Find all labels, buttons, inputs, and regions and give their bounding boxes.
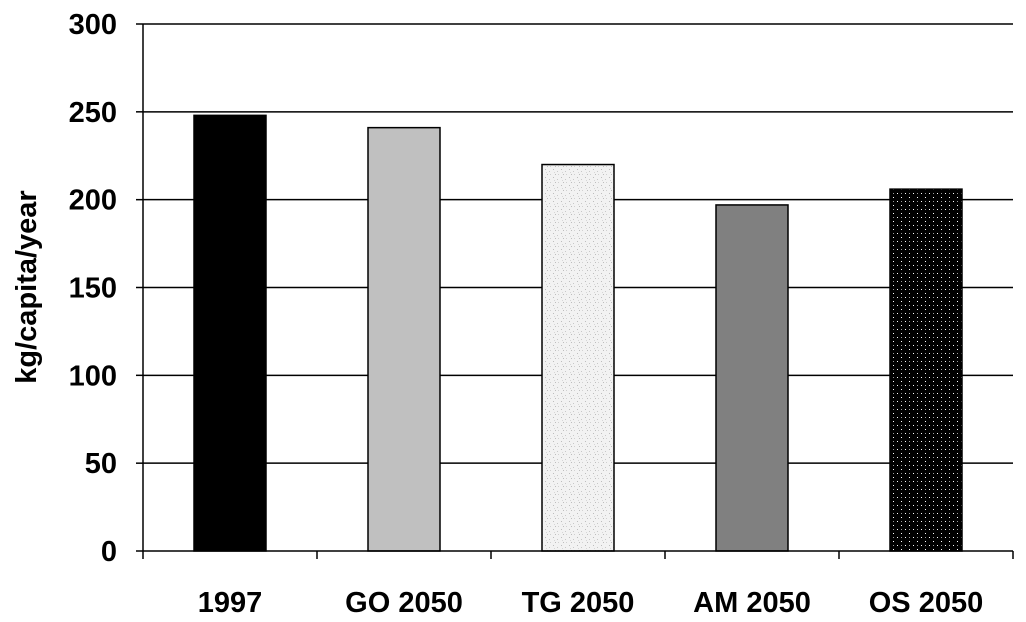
bars	[193, 114, 963, 552]
x-tick-label: OS 2050	[869, 587, 983, 619]
bar-am-2050	[715, 204, 789, 552]
axes	[136, 23, 1014, 559]
x-tick-label: GO 2050	[345, 587, 463, 619]
y-tick-label: 50	[85, 448, 117, 480]
y-tick-label: 100	[69, 360, 117, 392]
bar-tg-2050	[541, 163, 615, 552]
y-axis-title: kg/capita/year	[11, 190, 43, 383]
y-tick-labels: 0 50 100 150 200 250 300	[69, 9, 117, 568]
y-tick-label: 200	[69, 185, 117, 217]
x-tick-label: AM 2050	[693, 587, 811, 619]
bar-1997	[193, 114, 267, 552]
x-tick-label: TG 2050	[522, 587, 635, 619]
bar-go-2050	[367, 126, 441, 552]
x-tick-labels: 1997 GO 2050 TG 2050 AM 2050 OS 2050	[198, 587, 984, 619]
y-tick-label: 300	[69, 9, 117, 41]
bar-os-2050	[889, 188, 963, 552]
y-tick-label: 150	[69, 273, 117, 305]
x-tick-label: 1997	[198, 587, 263, 619]
y-tick-label: 0	[101, 536, 117, 568]
y-tick-label: 250	[69, 97, 117, 129]
